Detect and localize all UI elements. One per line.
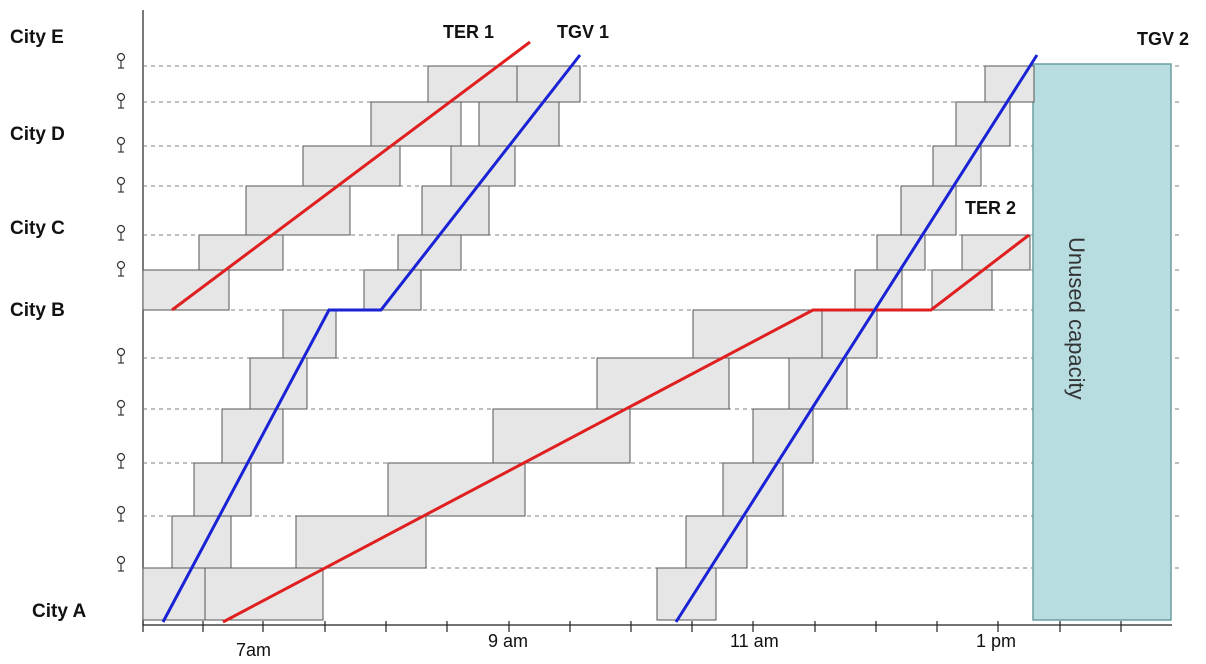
- tgv2-label: TGV 2: [1137, 29, 1189, 49]
- block: [171, 515, 232, 569]
- block: [397, 234, 462, 271]
- station-signals: [116, 52, 126, 572]
- block: [245, 185, 351, 236]
- block: [478, 101, 560, 147]
- block: [142, 567, 206, 621]
- ter1-path: [171, 40, 531, 312]
- signal-icon: [116, 136, 126, 153]
- unused-capacity-area: [1032, 63, 1172, 621]
- city-b-label: City B: [10, 300, 65, 321]
- block: [204, 567, 324, 621]
- time-label-11am: 11 am: [730, 631, 779, 651]
- ter2-path: [222, 233, 1030, 624]
- tgv2-path: [674, 54, 1039, 623]
- ter2-label: TER 2: [965, 198, 1016, 218]
- ter1-label: TER 1: [443, 22, 494, 42]
- block: [370, 101, 462, 147]
- occupation-blocks: [142, 65, 1035, 621]
- block: [961, 234, 1031, 271]
- signal-icon: [116, 260, 126, 277]
- city-d-label: City D: [10, 124, 65, 145]
- signal-icon: [116, 52, 126, 69]
- tgv1-label: TGV 1: [557, 22, 609, 42]
- time-label-7am: 7am: [236, 640, 271, 660]
- signal-icon: [116, 452, 126, 469]
- block: [282, 309, 337, 359]
- block: [421, 185, 490, 236]
- time-label-1pm: 1 pm: [976, 631, 1016, 651]
- signal-icon: [116, 555, 126, 572]
- train-paths: [161, 40, 1039, 624]
- time-label-9am: 9 am: [488, 631, 528, 651]
- unused-capacity-label: Unused capacity: [1064, 237, 1089, 400]
- block: [692, 309, 823, 359]
- signal-icon: [116, 505, 126, 522]
- signal-icon: [116, 92, 126, 109]
- city-a-label: City A: [32, 601, 86, 622]
- block: [363, 269, 422, 311]
- city-c-label: City C: [10, 218, 65, 239]
- signal-icon: [116, 224, 126, 241]
- city-e-label: City E: [10, 27, 64, 48]
- tgv1-path: [161, 54, 582, 623]
- block: [387, 462, 526, 517]
- time-axis-ticks: [142, 621, 1122, 632]
- signal-icon: [116, 399, 126, 416]
- signal-icon: [116, 347, 126, 364]
- block: [198, 234, 284, 271]
- signal-icon: [116, 176, 126, 193]
- block: [722, 462, 784, 517]
